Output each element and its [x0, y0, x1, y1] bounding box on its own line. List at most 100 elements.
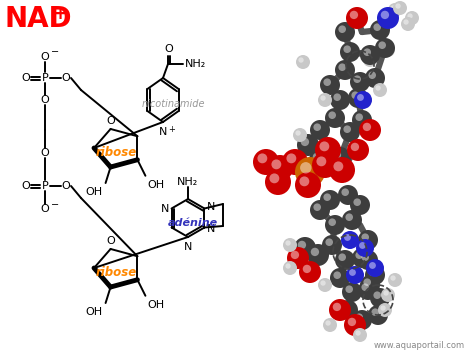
- Circle shape: [257, 153, 267, 163]
- Circle shape: [374, 291, 381, 299]
- Circle shape: [294, 237, 316, 259]
- Circle shape: [338, 64, 346, 71]
- Circle shape: [269, 174, 279, 183]
- Circle shape: [340, 163, 346, 169]
- Text: NH₂: NH₂: [185, 59, 206, 69]
- Circle shape: [354, 91, 372, 109]
- Circle shape: [405, 11, 419, 25]
- Circle shape: [300, 162, 311, 174]
- Circle shape: [346, 7, 368, 29]
- Circle shape: [366, 259, 384, 277]
- Circle shape: [364, 278, 371, 286]
- Circle shape: [330, 90, 350, 110]
- Circle shape: [370, 288, 390, 308]
- Circle shape: [338, 185, 358, 205]
- Text: ribose: ribose: [95, 146, 137, 158]
- Circle shape: [344, 314, 366, 336]
- Text: P: P: [42, 181, 48, 191]
- Circle shape: [357, 94, 364, 101]
- Circle shape: [359, 242, 366, 249]
- Circle shape: [356, 113, 363, 121]
- Circle shape: [333, 303, 341, 311]
- Text: N: N: [184, 242, 192, 252]
- Circle shape: [328, 218, 336, 226]
- Circle shape: [329, 147, 351, 169]
- Circle shape: [298, 241, 306, 249]
- Circle shape: [320, 280, 326, 286]
- Text: N: N: [159, 127, 167, 137]
- Circle shape: [287, 247, 309, 269]
- Circle shape: [329, 299, 351, 321]
- Circle shape: [391, 5, 396, 11]
- Text: O: O: [22, 73, 30, 83]
- Circle shape: [303, 265, 311, 273]
- Circle shape: [352, 310, 372, 330]
- Circle shape: [291, 251, 299, 259]
- Circle shape: [407, 13, 413, 19]
- Circle shape: [360, 275, 380, 295]
- Circle shape: [349, 269, 356, 276]
- Circle shape: [323, 78, 331, 86]
- Circle shape: [325, 215, 345, 235]
- Circle shape: [354, 75, 361, 83]
- Circle shape: [267, 155, 293, 181]
- Circle shape: [282, 149, 308, 175]
- Circle shape: [351, 143, 359, 151]
- Circle shape: [340, 122, 360, 142]
- Circle shape: [323, 318, 337, 332]
- Circle shape: [312, 152, 338, 178]
- Circle shape: [295, 157, 325, 187]
- Circle shape: [320, 95, 326, 101]
- Circle shape: [351, 91, 359, 99]
- Text: adénine: adénine: [168, 218, 218, 228]
- Text: ribose: ribose: [95, 266, 137, 279]
- Circle shape: [363, 53, 377, 67]
- Text: −: −: [51, 47, 59, 57]
- Circle shape: [350, 11, 358, 19]
- Circle shape: [391, 275, 396, 281]
- Circle shape: [374, 23, 381, 31]
- Circle shape: [295, 130, 301, 136]
- Circle shape: [365, 265, 385, 285]
- Circle shape: [380, 305, 386, 311]
- Circle shape: [297, 134, 319, 156]
- Circle shape: [375, 86, 381, 91]
- Circle shape: [381, 288, 395, 302]
- Circle shape: [341, 304, 349, 311]
- Circle shape: [322, 235, 342, 255]
- Circle shape: [356, 239, 374, 257]
- Circle shape: [325, 320, 331, 326]
- Text: +: +: [168, 125, 175, 134]
- Circle shape: [320, 190, 340, 210]
- Circle shape: [347, 139, 369, 161]
- Circle shape: [338, 253, 346, 261]
- Circle shape: [377, 7, 399, 29]
- Text: O: O: [41, 52, 49, 62]
- Circle shape: [325, 108, 345, 128]
- Circle shape: [307, 244, 329, 266]
- Circle shape: [335, 250, 355, 270]
- Circle shape: [283, 238, 297, 252]
- Circle shape: [342, 210, 362, 230]
- Circle shape: [383, 290, 389, 296]
- Circle shape: [346, 266, 364, 284]
- Circle shape: [381, 43, 395, 57]
- Text: nicotinamide: nicotinamide: [141, 99, 205, 109]
- Circle shape: [335, 22, 355, 42]
- Circle shape: [401, 17, 415, 31]
- Circle shape: [393, 1, 407, 15]
- Circle shape: [317, 157, 326, 166]
- Circle shape: [388, 273, 402, 287]
- Circle shape: [356, 313, 363, 321]
- Circle shape: [310, 120, 330, 140]
- Circle shape: [313, 124, 321, 131]
- Text: OH: OH: [85, 187, 102, 197]
- Circle shape: [333, 272, 341, 279]
- Circle shape: [310, 200, 330, 220]
- Circle shape: [346, 213, 353, 221]
- Circle shape: [365, 68, 385, 88]
- Circle shape: [285, 263, 291, 269]
- Circle shape: [300, 176, 310, 186]
- Circle shape: [356, 251, 363, 259]
- Circle shape: [368, 71, 376, 79]
